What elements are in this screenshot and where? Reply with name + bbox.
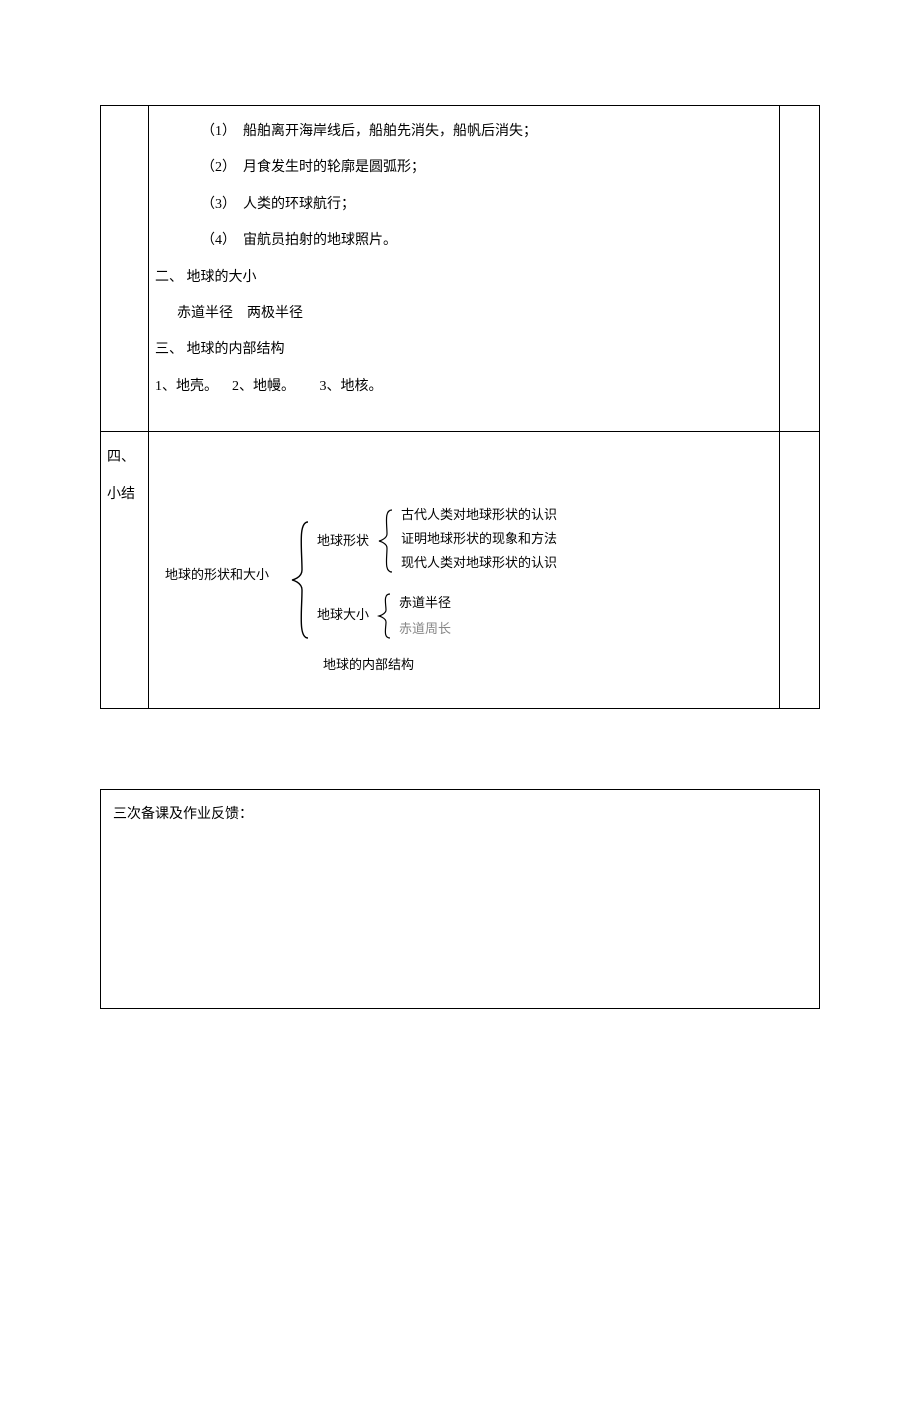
brace-icon [377, 508, 395, 574]
content-line: （2） 月食发生时的轮廓是圆弧形； [155, 150, 773, 186]
diagram-footer-label: 地球的内部结构 [323, 656, 414, 674]
row2-label-cell: 四、 小结 [101, 432, 149, 709]
feedback-title: 三次备课及作业反馈： [113, 807, 253, 822]
section-label: 四、 [107, 440, 142, 476]
diagram-size-label: 地球大小 [317, 606, 369, 624]
diagram-shape-item: 古代人类对地球形状的认识 [401, 506, 557, 524]
content-line: 赤道半径 两极半径 [155, 296, 773, 332]
main-table: （1） 船舶离开海岸线后，船舶先消失，船帆后消失； （2） 月食发生时的轮廓是圆… [100, 105, 820, 709]
section-label: 小结 [107, 477, 142, 513]
row1-right-cell [780, 106, 820, 432]
summary-diagram: 地球的形状和大小 地球形状 古代人类对地球形状的认识 证明地球形状的现象和方法 … [155, 470, 675, 700]
row2-content-cell: 地球的形状和大小 地球形状 古代人类对地球形状的认识 证明地球形状的现象和方法 … [149, 432, 780, 709]
row1-label-cell [101, 106, 149, 432]
content-line: （1） 船舶离开海岸线后，船舶先消失，船帆后消失； [155, 114, 773, 150]
diagram-size-item: 赤道周长 [399, 620, 451, 638]
content-heading: 二、 地球的大小 [155, 260, 773, 296]
table-row-summary: 四、 小结 地球的形状和大小 地球形状 古代人类对地球形状的认识 证明地球形状的… [101, 432, 820, 709]
content-line: （4） 宙航员拍射的地球照片。 [155, 223, 773, 259]
row2-right-cell [780, 432, 820, 709]
table-row-content: （1） 船舶离开海岸线后，船舶先消失，船帆后消失； （2） 月食发生时的轮廓是圆… [101, 106, 820, 432]
diagram-size-item: 赤道半径 [399, 594, 451, 612]
brace-icon [290, 520, 312, 640]
diagram-shape-item: 证明地球形状的现象和方法 [401, 530, 557, 548]
brace-icon [377, 592, 393, 640]
content-line: （3） 人类的环球航行； [155, 187, 773, 223]
content-heading: 三、 地球的内部结构 [155, 332, 773, 368]
spacer [155, 405, 773, 423]
diagram-shape-item: 现代人类对地球形状的认识 [401, 554, 557, 572]
diagram-shape-label: 地球形状 [317, 532, 369, 550]
row1-content-cell: （1） 船舶离开海岸线后，船舶先消失，船帆后消失； （2） 月食发生时的轮廓是圆… [149, 106, 780, 432]
content-line: 1、地壳。 2、地幔。 3、地核。 [155, 369, 773, 405]
page: （1） 船舶离开海岸线后，船舶先消失，船帆后消失； （2） 月食发生时的轮廓是圆… [0, 105, 920, 1009]
feedback-box: 三次备课及作业反馈： [100, 789, 820, 1009]
diagram-root-label: 地球的形状和大小 [165, 566, 269, 584]
